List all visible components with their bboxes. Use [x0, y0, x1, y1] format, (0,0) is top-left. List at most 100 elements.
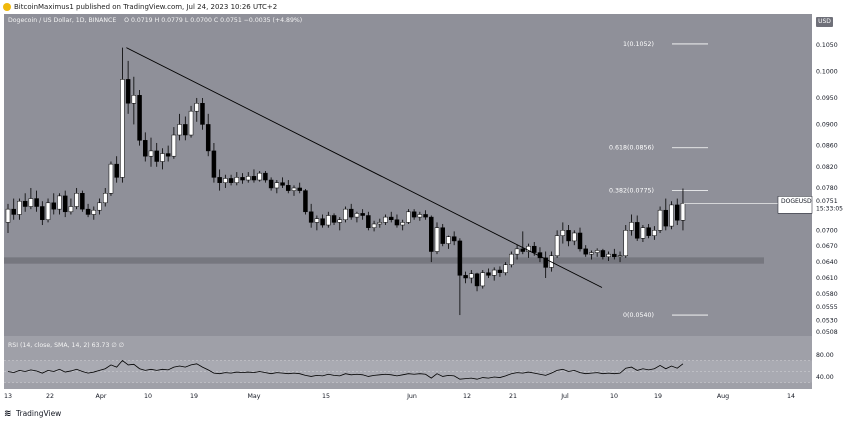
symbol-legend: Dogecoin / US Dollar, 1D, BINANCE O 0.07… — [8, 17, 302, 24]
candle-body — [623, 230, 629, 256]
candle-body — [74, 193, 79, 207]
candle-body — [223, 178, 228, 183]
candle-body — [594, 250, 600, 253]
candle-body — [646, 227, 651, 236]
descending-trendline — [126, 47, 603, 288]
candle-body — [114, 163, 119, 178]
fib-level-label: 0.618(0.0856) — [609, 145, 654, 152]
candle-body — [423, 214, 428, 218]
candle-body — [228, 178, 234, 183]
candle-body — [171, 134, 177, 157]
candle-body — [440, 227, 445, 244]
candle-body — [474, 273, 480, 287]
candle-body — [131, 95, 137, 104]
axis-price-tag — [813, 196, 848, 214]
candle-body — [280, 182, 285, 186]
candle-body — [211, 150, 217, 178]
candle-body — [217, 177, 222, 183]
candle-body — [34, 198, 39, 207]
candle-body — [354, 213, 360, 218]
candle-body — [45, 202, 51, 220]
price-tick-label: 0.0900 — [816, 121, 838, 128]
support-zone-band — [4, 257, 764, 264]
symbol-title: Dogecoin / US Dollar, 1D, BINANCE — [8, 17, 117, 24]
candle-body — [606, 253, 611, 258]
candle-body — [589, 252, 594, 255]
author-avatar-icon — [3, 3, 11, 11]
date-tick-label: 15 — [322, 393, 330, 400]
candle-body — [451, 236, 457, 242]
candle-body — [297, 187, 302, 191]
tag-countdown: 15:33:05 — [816, 205, 843, 212]
date-tick-label: 12 — [463, 393, 471, 400]
candle-body — [183, 124, 188, 136]
candle-body — [348, 208, 354, 218]
date-tick-label: 21 — [509, 393, 517, 400]
price-tick-label: 0.0820 — [816, 164, 838, 171]
candle-body — [480, 272, 486, 287]
time-axis[interactable] — [4, 389, 812, 403]
date-tick-label: 19 — [654, 393, 662, 400]
date-tick-label: 14 — [787, 393, 795, 400]
candle-body — [491, 269, 497, 276]
symbol-price-tag — [777, 196, 813, 214]
rsi-legend: RSI (14, close, SMA, 14, 2) 63.73 ∅ ∅ — [8, 342, 125, 349]
price-tick-label: 0.0530 — [816, 317, 838, 324]
price-tick-label: 0.0950 — [816, 95, 838, 102]
candle-body — [80, 193, 85, 210]
currency-button[interactable]: USD — [816, 17, 833, 27]
candle-body — [554, 235, 560, 256]
candle-body — [520, 248, 526, 252]
candle-body — [629, 222, 634, 231]
tradingview-brand: TradingView — [16, 409, 62, 418]
candle-body — [205, 124, 211, 152]
candle-body — [497, 269, 503, 273]
candle-body — [572, 232, 577, 242]
candle-body — [62, 195, 68, 213]
candle-body — [429, 216, 434, 252]
candle-body — [543, 257, 548, 268]
date-tick-label: 10 — [610, 393, 618, 400]
price-tick-label: 0.0640 — [816, 259, 838, 266]
candle-body — [669, 204, 674, 227]
candle-body — [17, 200, 22, 215]
candle-body — [102, 193, 108, 204]
candle-body — [366, 215, 371, 228]
date-tick-label: 22 — [46, 393, 54, 400]
candle-body — [383, 216, 388, 223]
published-text: BitcoinMaximus1 published on TradingView… — [14, 3, 278, 11]
tradingview-logo-icon: ≋ — [4, 409, 12, 419]
price-tick-label: 0.1000 — [816, 68, 838, 75]
candle-body — [108, 163, 114, 194]
candle-body — [137, 95, 142, 141]
candle-body — [57, 195, 62, 210]
candle-body — [308, 211, 314, 223]
candle-body — [503, 264, 508, 273]
candle-body — [360, 213, 365, 216]
price-tick-label: 0.0610 — [816, 275, 838, 282]
ohlc-values: O 0.0719 H 0.0779 L 0.0700 C 0.0751 −0.0… — [124, 17, 303, 24]
candle-body — [85, 208, 91, 215]
publish-header: BitcoinMaximus1 published on TradingView… — [0, 0, 850, 14]
candle-body — [417, 214, 423, 218]
candle-body — [5, 208, 11, 223]
candle-body — [234, 177, 240, 183]
price-chart-pane[interactable] — [4, 14, 812, 340]
candle-body — [680, 203, 686, 221]
candle-body — [263, 172, 268, 181]
candle-body — [652, 230, 657, 236]
candle-body — [188, 110, 194, 136]
candle-body — [97, 202, 102, 211]
candle-body — [411, 211, 417, 218]
candle-body — [400, 222, 405, 226]
candle-body — [28, 198, 34, 207]
candle-body — [640, 227, 646, 239]
candle-body — [531, 245, 537, 253]
date-tick-label: May — [247, 393, 260, 400]
candle-body — [469, 273, 474, 279]
candle-body — [40, 206, 45, 220]
fib-level-label: 0(0.0540) — [623, 312, 654, 319]
price-tick-label: 0.0580 — [816, 291, 838, 298]
candle-body — [612, 253, 617, 258]
candle-body — [388, 216, 394, 220]
